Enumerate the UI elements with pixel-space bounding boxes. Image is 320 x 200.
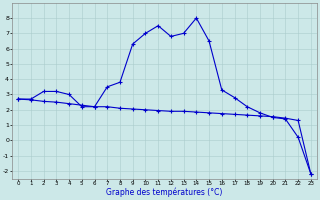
X-axis label: Graphe des températures (°C): Graphe des températures (°C) (106, 188, 223, 197)
